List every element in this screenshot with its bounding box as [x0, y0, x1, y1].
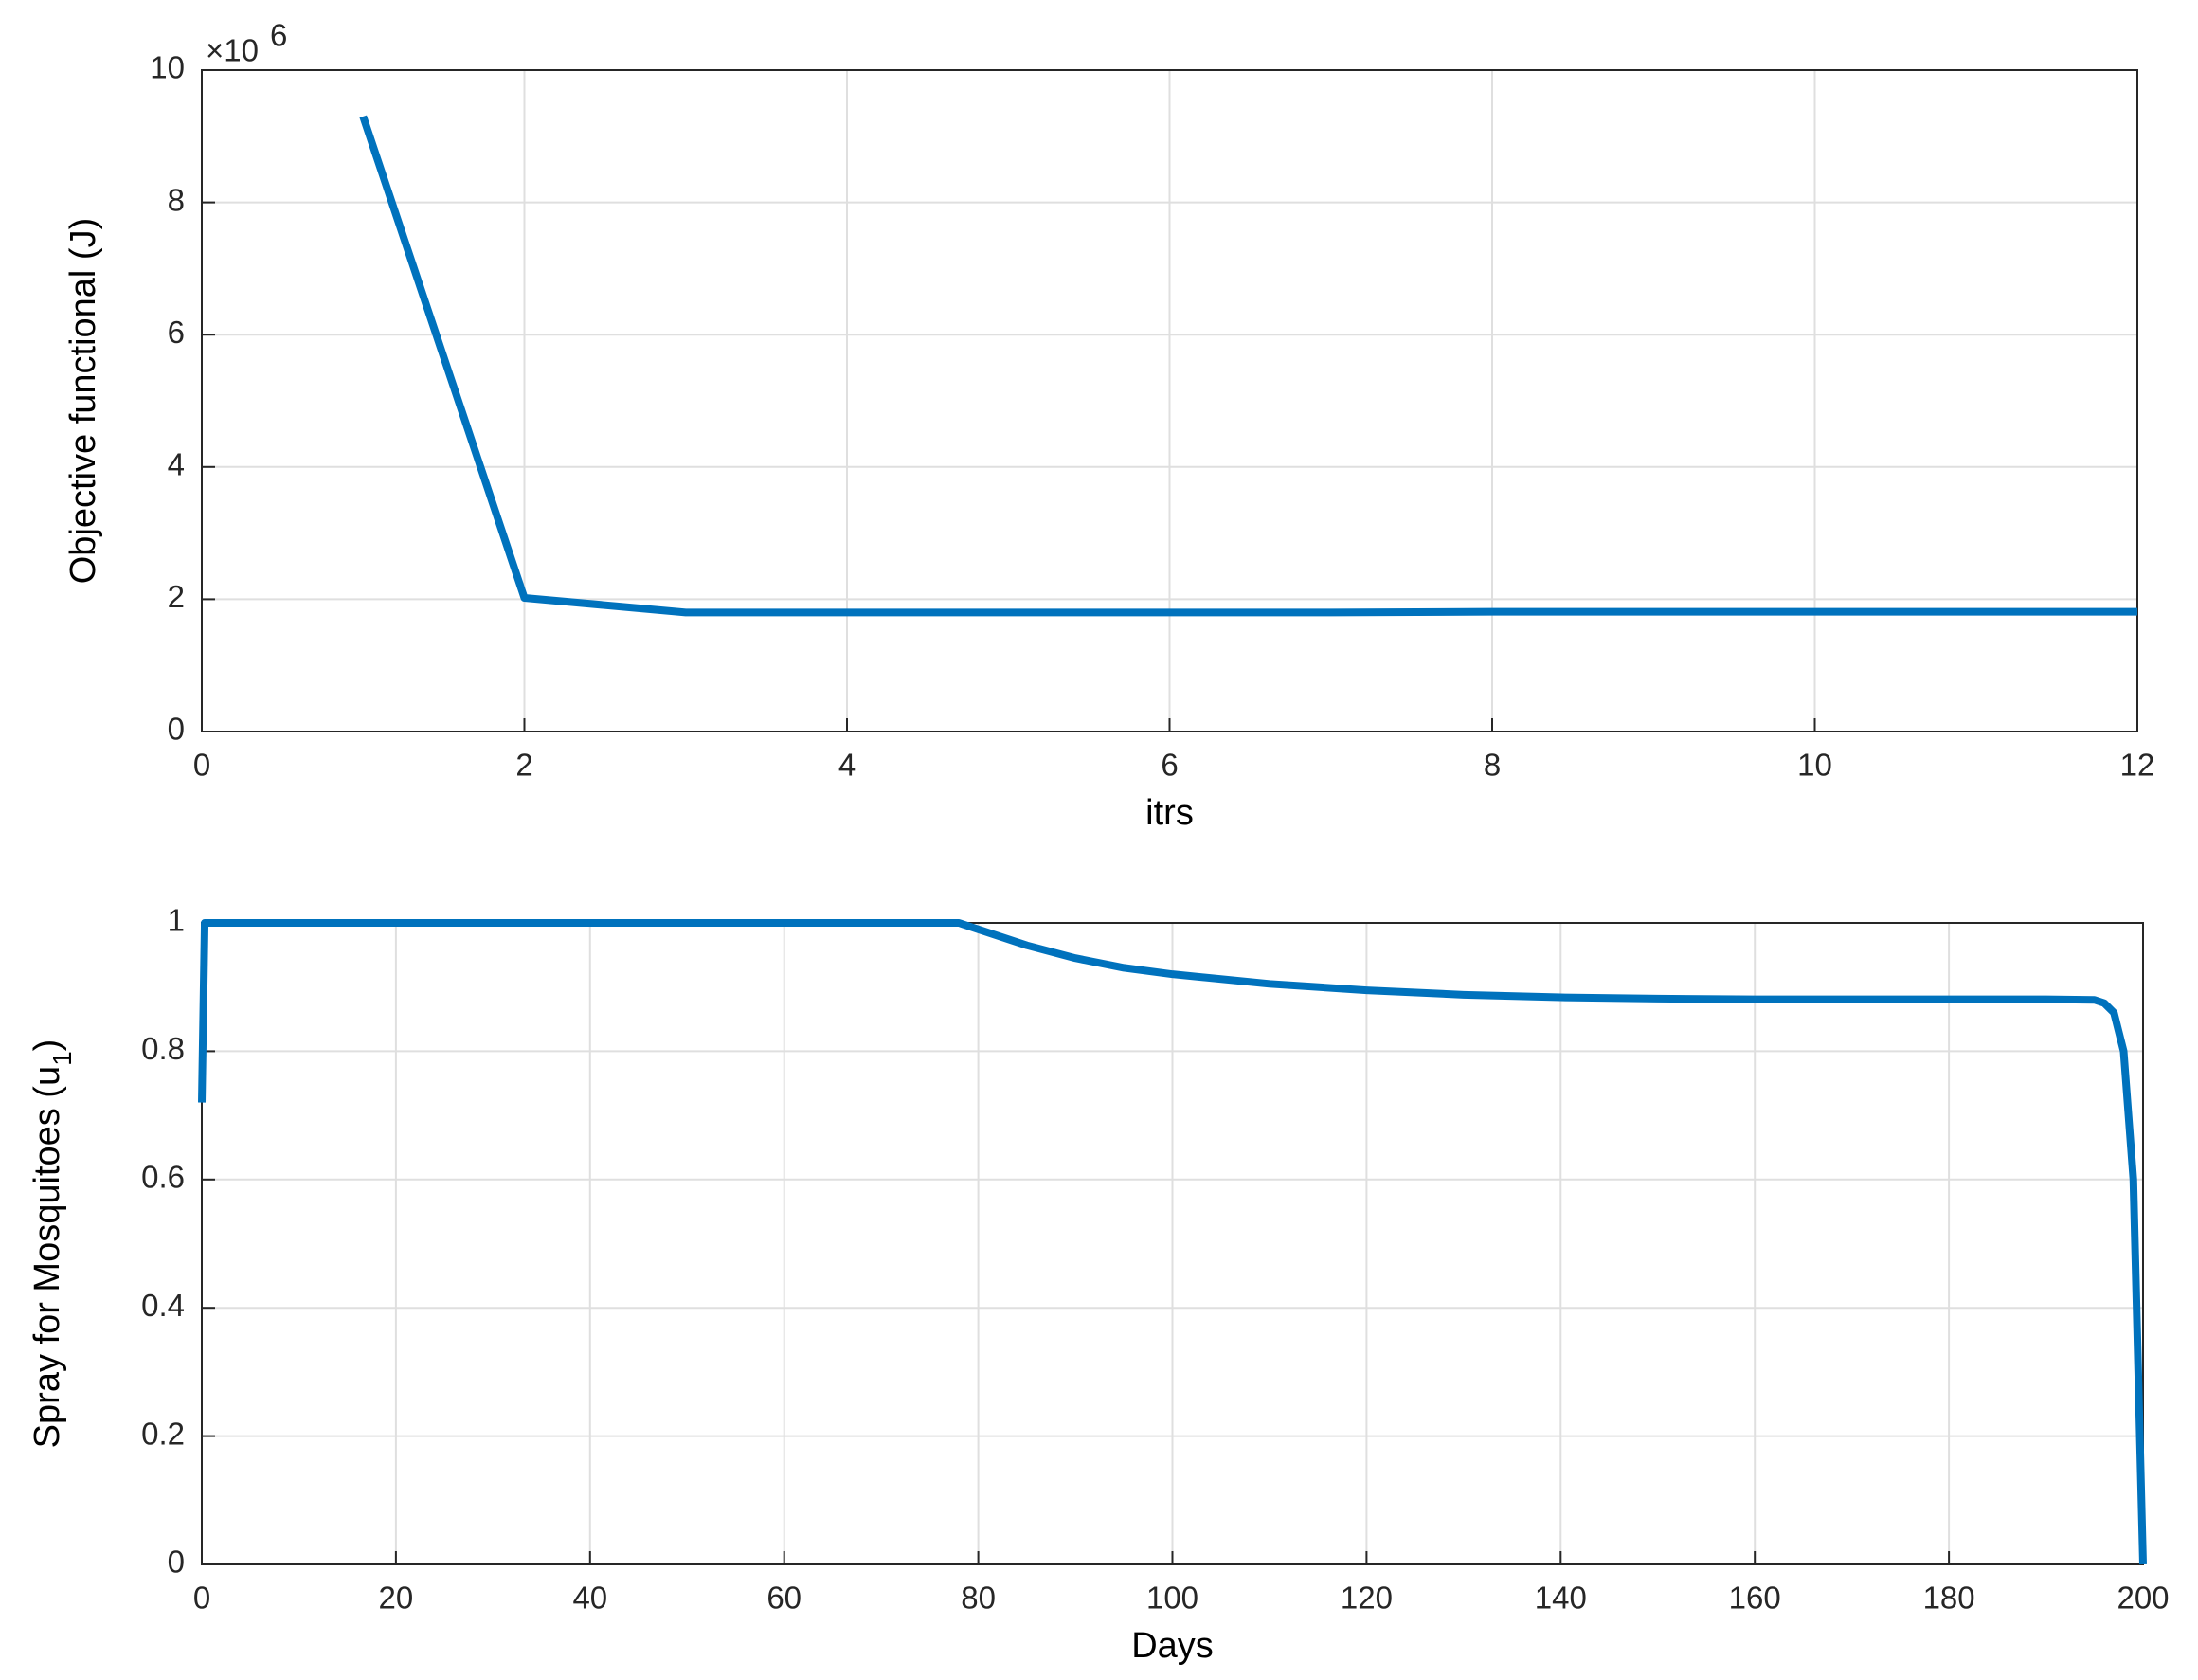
x-tick-label: 6	[1161, 748, 1178, 783]
x-tick-label: 120	[1341, 1581, 1393, 1616]
x-tick-label: 160	[1729, 1581, 1781, 1616]
x-tick-label: 140	[1535, 1581, 1587, 1616]
x-tick-label: 200	[2117, 1581, 2169, 1616]
x-tick-label: 100	[1146, 1581, 1198, 1616]
data-line	[198, 919, 2147, 1565]
y-tick-label: 0.4	[141, 1288, 185, 1323]
x-tick-label: 180	[1923, 1581, 1975, 1616]
x-tick-label: 40	[572, 1581, 607, 1616]
x-tick-label: 60	[766, 1581, 802, 1616]
y-axis-label-part: )	[27, 1039, 67, 1052]
y-tick-label: 0.6	[141, 1160, 185, 1195]
y-axis-label: Spray for Mosquitoes (u1)	[27, 1039, 77, 1449]
data-line	[359, 115, 2137, 617]
x-axis-label: itrs	[1145, 793, 1194, 833]
x-tick-label: 0	[193, 1581, 210, 1616]
y-tick-label: 6	[168, 315, 185, 350]
y-tick-label: 8	[168, 182, 185, 217]
y-tick-label: 0	[168, 712, 185, 747]
x-tick-label: 4	[838, 748, 856, 783]
axes-box	[201, 69, 2138, 732]
axis-multiplier: ×10	[206, 33, 259, 68]
x-tick-label: 2	[515, 748, 532, 783]
x-tick-label: 80	[961, 1581, 996, 1616]
x-tick-label: 8	[1484, 748, 1501, 783]
x-tick-label: 0	[193, 748, 210, 783]
y-axis-label: Objective functional (J)	[63, 218, 103, 585]
x-axis-label: Days	[1131, 1626, 1214, 1666]
y-axis-label-part: 1	[47, 1051, 77, 1066]
y-axis-label-part: Spray for Mosquitoes (u	[27, 1066, 67, 1448]
y-tick-label: 4	[168, 447, 185, 482]
y-tick-label: 0.2	[141, 1416, 185, 1451]
axis-multiplier-exponent: 6	[270, 18, 287, 53]
axes-box	[201, 922, 2144, 1565]
y-tick-label: 2	[168, 579, 185, 614]
y-tick-label: 0	[168, 1545, 185, 1580]
x-tick-label: 10	[1797, 748, 1832, 783]
y-tick-label: 0.8	[141, 1031, 185, 1066]
x-tick-label: 12	[2120, 748, 2155, 783]
x-tick-label: 20	[379, 1581, 414, 1616]
y-tick-label: 10	[150, 50, 185, 85]
y-tick-label: 1	[168, 903, 185, 938]
